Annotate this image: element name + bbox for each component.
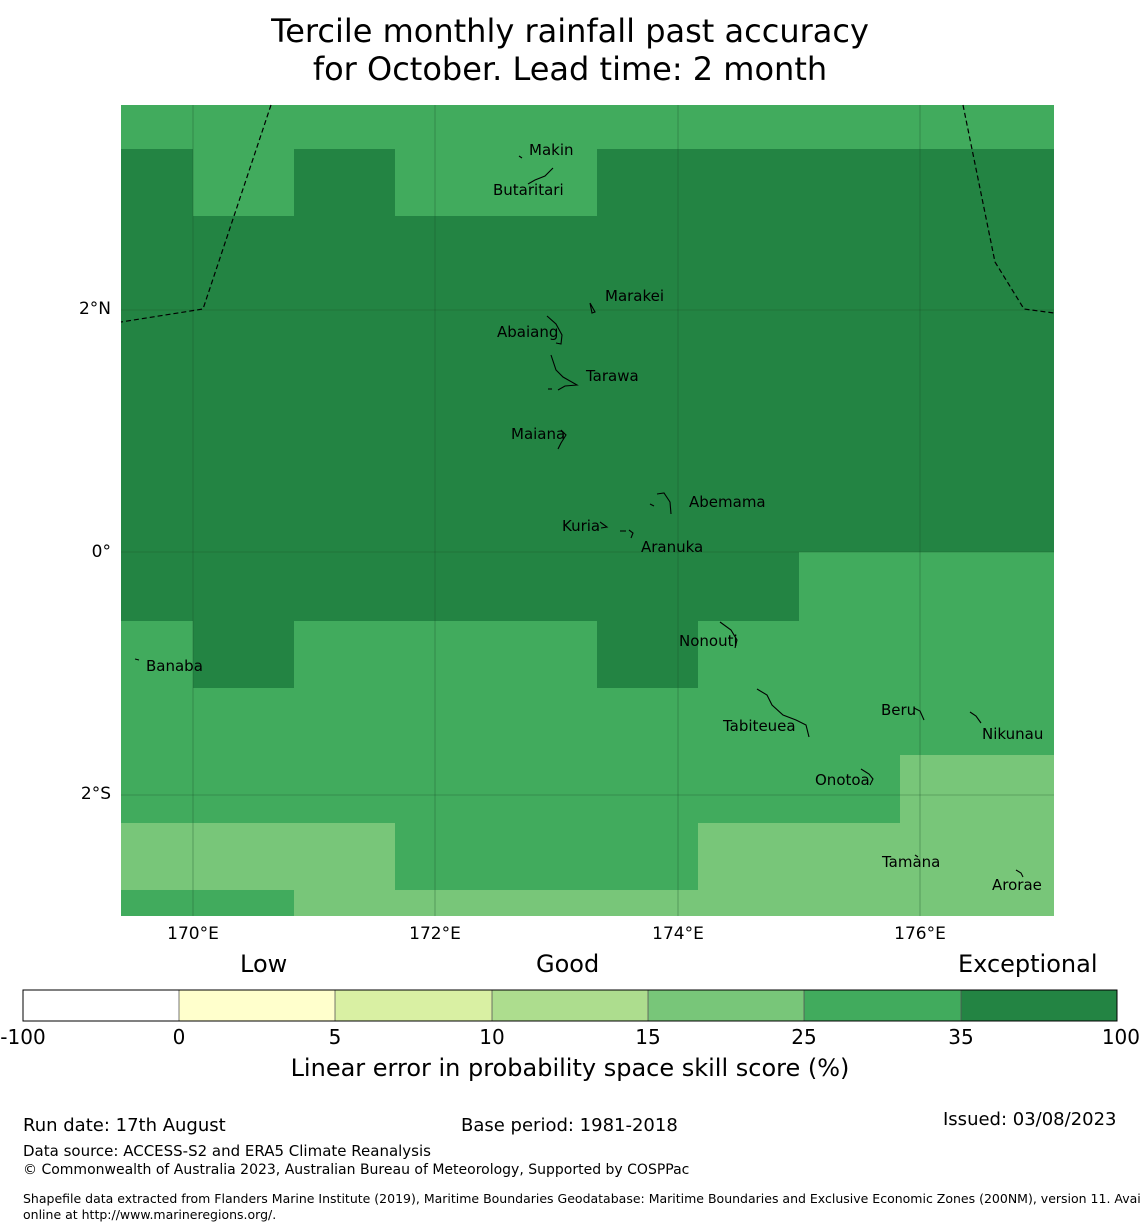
colorbar-segment [23,990,179,1021]
colorbar-segment [961,990,1117,1021]
island-outline [1015,869,1024,878]
colorbar-segment [335,990,492,1021]
colorbar-segment [804,990,961,1021]
island-outline [550,354,579,391]
island-label-maiana: Maiana [511,425,566,443]
skill-cell [597,688,698,916]
graticule [121,105,1054,916]
lat-label-0: 0° [91,542,111,562]
lon-label-172e: 172°E [409,924,461,944]
island-outline [656,492,672,515]
shapefile-credit-line-2: online at http://www.marineregions.org/. [23,1207,277,1222]
island-label-beru: Beru [881,701,917,719]
island-label-tamana: Tamana [882,853,941,871]
colorbar-title: Linear error in probability space skill … [290,1054,850,1082]
island-outline [649,503,655,507]
island-label-marakei: Marakei [605,287,665,305]
colorbar-segment [492,990,648,1021]
island-label-kuria: Kuria [562,517,601,535]
island-label-tabiteuea: Tabiteuea [723,717,796,735]
colorbar-tick: 10 [479,1025,505,1049]
island-outline [546,315,563,345]
island-label-nonouti: Nonouti [679,632,738,650]
eez-boundaries [120,104,1055,323]
lon-label-170e: 170°E [167,924,219,944]
lon-label-176e: 176°E [894,924,946,944]
island-outline [913,707,925,721]
colorbar-segment [179,990,335,1021]
island-label-aranuka: Aranuka [641,538,704,556]
skill-band-15-25 [121,755,1054,916]
skill-cell [900,755,1054,916]
colorbar-tick: 0 [172,1025,186,1049]
island-outline [628,529,634,539]
island-outline [527,167,554,185]
skill-cell [698,823,900,916]
island-outline [599,521,609,529]
island-outline [860,768,874,786]
skill-cell [193,149,294,216]
colorbar-tick: -100 [0,1025,46,1049]
island-label-arorae: Arorae [992,876,1042,894]
copyright-notice: © Commonwealth of Australia 2023, Austra… [23,1162,690,1178]
colorbar-tick: 25 [791,1025,817,1049]
island-outline [589,302,596,314]
issued-date: Issued: 03/08/2023 [943,1109,1117,1130]
skill-cell [395,149,597,216]
colorbar-frame [22,989,1118,1022]
colorbar-tick: 15 [635,1025,661,1049]
island-outline [719,621,738,649]
run-date: Run date: 17th August [23,1115,226,1136]
island-label-onotoa: Onotoa [815,771,870,789]
eez-boundary-east [962,104,1055,314]
island-label-banaba: Banaba [146,657,203,675]
skill-cell [121,105,1054,149]
lon-label-174e: 174°E [652,924,704,944]
shapefile-credit-line-1: Shapefile data extracted from Flanders M… [23,1191,1140,1206]
island-outline [134,658,140,661]
colorbar-tick: 5 [328,1025,342,1049]
colorbar-tick: 100 [1101,1025,1140,1049]
category-label-exceptional: Exceptional [958,950,1098,978]
island-label-tarawa: Tarawa [586,367,639,385]
skill-cell [294,890,395,916]
island-label-abemama: Abemama [689,493,766,511]
base-period: Base period: 1981-2018 [461,1115,678,1136]
island-label-abaiang: Abaiang [497,323,559,341]
lat-label-2s: 2°S [80,784,111,804]
island-label-nikunau: Nikunau [982,725,1044,743]
skill-cell [121,823,395,890]
skill-cell [395,890,698,916]
island-outline [557,429,567,450]
colorbar-segment [648,990,804,1021]
map-title-line-1: Tercile monthly rainfall past accuracy [271,12,869,50]
data-source: Data source: ACCESS-S2 and ERA5 Climate … [23,1142,431,1160]
island-label-butaritari: Butaritari [493,181,564,199]
island-outline [756,688,810,738]
island-outlines [134,155,1024,878]
category-label-low: Low [240,950,288,978]
map-title-line-2: for October. Lead time: 2 month [312,50,828,88]
island-outline [969,711,982,724]
lat-label-2n: 2°N [78,299,111,319]
colorbar [22,989,1118,1022]
colorbar-tick: 35 [948,1025,974,1049]
category-label-good: Good [536,950,600,978]
island-outline [914,854,919,858]
island-outline [518,155,523,159]
island-label-makin: Makin [529,141,574,159]
